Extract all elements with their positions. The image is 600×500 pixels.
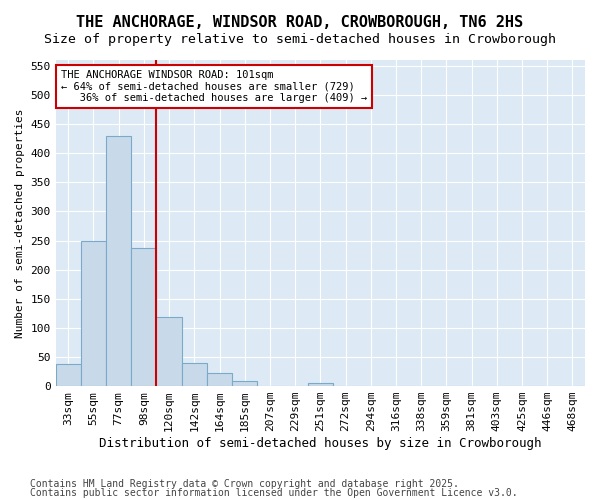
Bar (182, 363, 207, 386)
Text: THE ANCHORAGE, WINDSOR ROAD, CROWBOROUGH, TN6 2HS: THE ANCHORAGE, WINDSOR ROAD, CROWBOROUGH… (76, 15, 524, 30)
Bar (131, 248, 157, 386)
Bar (308, 383, 333, 386)
Text: Contains HM Land Registry data © Crown copyright and database right 2025.: Contains HM Land Registry data © Crown c… (30, 479, 459, 489)
Bar (232, 382, 257, 386)
Y-axis label: Number of semi-detached properties: Number of semi-detached properties (15, 108, 25, 338)
Bar (157, 318, 182, 386)
X-axis label: Distribution of semi-detached houses by size in Crowborough: Distribution of semi-detached houses by … (99, 437, 542, 450)
Bar (106, 136, 131, 386)
Text: Contains public sector information licensed under the Open Government Licence v3: Contains public sector information licen… (30, 488, 518, 498)
Text: Size of property relative to semi-detached houses in Crowborough: Size of property relative to semi-detach… (44, 32, 556, 46)
Text: THE ANCHORAGE WINDSOR ROAD: 101sqm
← 64% of semi-detached houses are smaller (72: THE ANCHORAGE WINDSOR ROAD: 101sqm ← 64%… (61, 70, 367, 103)
Bar (56, 364, 81, 386)
Bar (81, 240, 106, 386)
Bar (207, 372, 232, 386)
